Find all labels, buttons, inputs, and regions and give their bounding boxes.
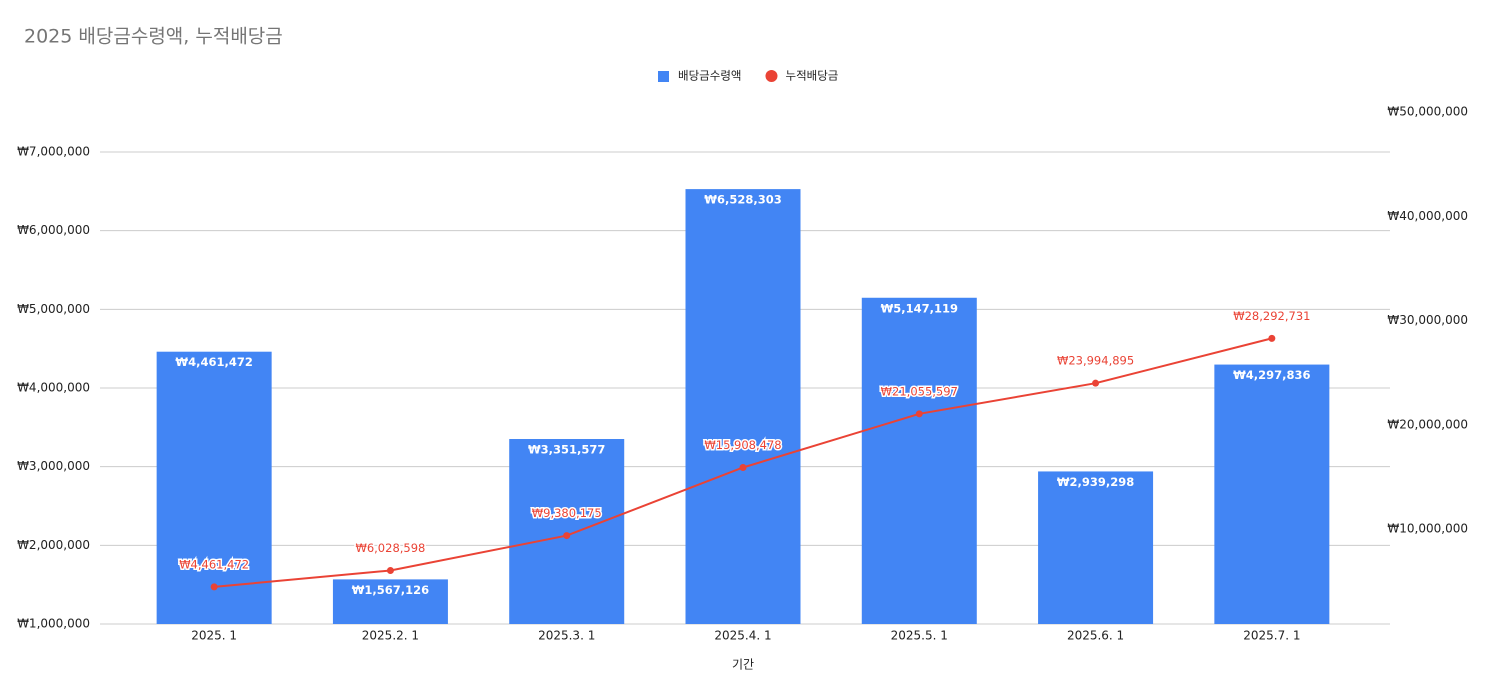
y-tick-label: ₩1,000,000 [17, 617, 90, 631]
line-point [210, 583, 218, 591]
y-tick-label: ₩2,000,000 [17, 538, 90, 552]
y2-tick-label: ₩20,000,000 [1387, 417, 1468, 431]
line-value-label: ₩6,028,598 [355, 541, 425, 555]
line-point [563, 532, 571, 540]
y2-tick-label: ₩30,000,000 [1387, 313, 1468, 327]
bar [1038, 471, 1154, 624]
bar [332, 579, 448, 624]
legend-swatch [765, 70, 778, 82]
y-tick-label: ₩7,000,000 [17, 145, 90, 159]
legend-label: 누적배당금 [785, 69, 838, 83]
line-value-label: ₩4,461,472 [179, 557, 249, 571]
x-tick-label: 2025.5. 1 [891, 629, 948, 643]
bar [509, 439, 625, 624]
line-value-label: ₩21,055,597 [881, 384, 958, 398]
bar [685, 189, 801, 625]
line-value-label: ₩9,380,175 [532, 506, 602, 520]
legend-label: 배당금수령액 [678, 69, 741, 83]
line-point [1092, 379, 1100, 387]
bar-value-label: ₩1,567,126 [352, 583, 429, 597]
x-tick-label: 2025.2. 1 [362, 629, 419, 643]
bar-value-label: ₩4,461,472 [175, 355, 252, 369]
line-value-label: ₩23,994,895 [1057, 354, 1134, 368]
line-value-label: ₩15,908,478 [704, 438, 781, 452]
y-tick-label: ₩4,000,000 [17, 381, 90, 395]
bar [861, 297, 977, 624]
y-tick-label: ₩3,000,000 [17, 459, 90, 473]
bar-value-label: ₩6,528,303 [704, 193, 781, 207]
line-point [915, 410, 923, 418]
bar-value-label: ₩3,351,577 [528, 443, 605, 457]
x-tick-label: 2025.7. 1 [1243, 629, 1300, 643]
x-tick-label: 2025. 1 [191, 629, 237, 643]
bar-value-label: ₩4,297,836 [1233, 368, 1310, 382]
y2-tick-label: ₩10,000,000 [1387, 522, 1468, 536]
line-point [1268, 334, 1276, 342]
x-axis-title: 기간 [732, 658, 754, 672]
legend-swatch [658, 71, 669, 82]
line-point [739, 463, 747, 471]
y-tick-label: ₩5,000,000 [17, 302, 90, 316]
bar-value-label: ₩5,147,119 [881, 301, 958, 315]
line-point [386, 567, 394, 575]
x-tick-label: 2025.4. 1 [714, 629, 771, 643]
x-tick-label: 2025.6. 1 [1067, 629, 1124, 643]
x-tick-label: 2025.3. 1 [538, 629, 595, 643]
bar [1214, 364, 1330, 624]
y2-tick-label: ₩40,000,000 [1387, 209, 1468, 223]
y2-tick-label: ₩50,000,000 [1387, 105, 1468, 119]
bar-value-label: ₩2,939,298 [1057, 475, 1134, 489]
bar [156, 351, 272, 624]
chart-title: 2025 배당금수령액, 누적배당금 [24, 26, 283, 48]
y-tick-label: ₩6,000,000 [17, 223, 90, 237]
line-value-label: ₩28,292,731 [1233, 309, 1310, 323]
